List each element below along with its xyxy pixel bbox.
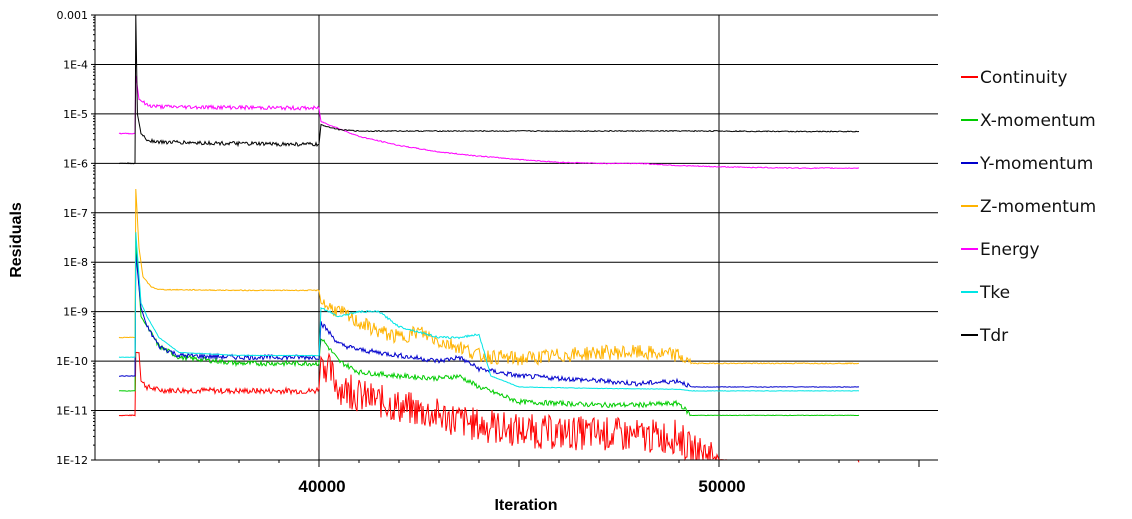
x-axis-title: Iteration xyxy=(494,497,557,514)
y-tick-label: 1E-11 xyxy=(56,405,88,418)
legend-label: Energy xyxy=(980,240,1040,260)
x-tick-label: 40000 xyxy=(298,477,345,496)
y-tick-label: 1E-9 xyxy=(63,306,88,319)
y-tick-label: 1E-7 xyxy=(63,207,88,220)
legend-label: Tdr xyxy=(979,326,1008,346)
y-tick-label: 1E-12 xyxy=(56,454,88,467)
y-tick-label: 1E-5 xyxy=(63,108,88,121)
series-line-z-momentum xyxy=(118,188,859,366)
y-tick-label: 1E-8 xyxy=(63,256,88,269)
y-tick-labels: 0.001 1E-4 1E-5 1E-6 1E-7 1E-8 1E-9 1E-10 1E-11 1… xyxy=(56,9,88,467)
y-tick-label: 1E-10 xyxy=(56,355,88,368)
y-tick-label: 1E-4 xyxy=(63,58,88,71)
series-line-energy xyxy=(118,75,860,170)
y-tick-label: 1E-6 xyxy=(63,157,88,170)
legend-label: Tke xyxy=(979,283,1010,303)
x-tick-label: 50000 xyxy=(698,477,745,496)
legend-label: X-momentum xyxy=(980,111,1096,131)
series-lines xyxy=(118,14,860,463)
legend-label: Continuity xyxy=(980,68,1067,88)
series-line-tke xyxy=(118,232,860,392)
y-axis-title: Residuals xyxy=(8,202,25,278)
x-tick-labels: 40000 50000 xyxy=(298,477,745,496)
y-tick-label: 0.001 xyxy=(57,9,89,22)
legend: Continuity X-momentum Y-momentum Z-momentum… xyxy=(961,68,1096,346)
legend-label: Z-momentum xyxy=(980,197,1096,217)
axes xyxy=(91,14,938,467)
series-line-y-momentum xyxy=(119,253,860,388)
series-line-tdr xyxy=(118,14,860,165)
legend-label: Y-momentum xyxy=(979,154,1093,174)
series-line-x-momentum xyxy=(118,238,860,417)
